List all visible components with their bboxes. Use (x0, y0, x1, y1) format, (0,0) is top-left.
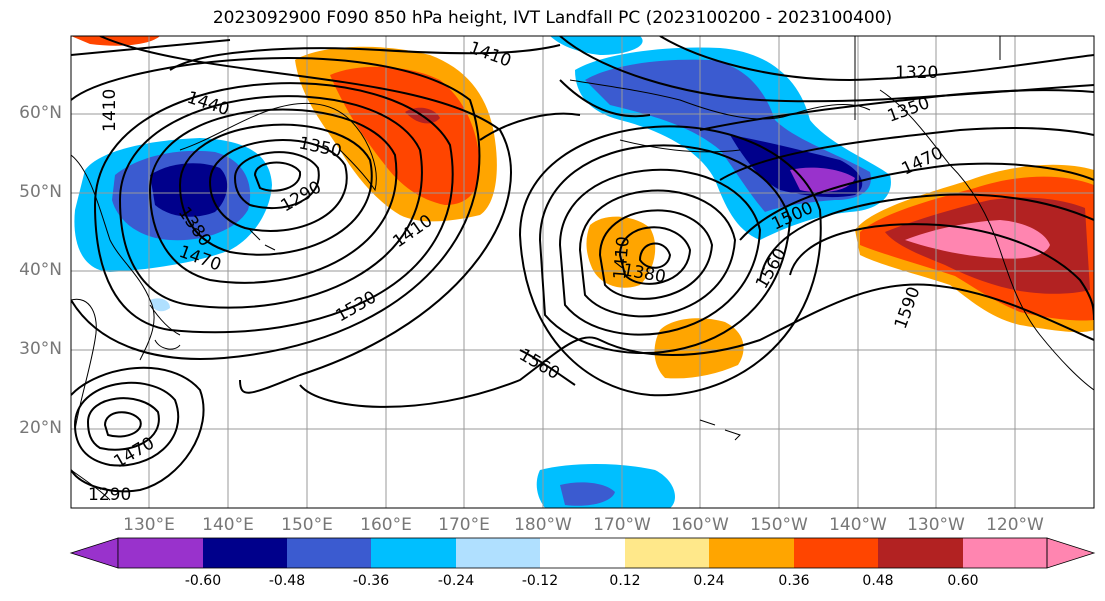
colorbar-segment (878, 538, 963, 568)
colorbar-segment (794, 538, 878, 568)
lat-label: 50°N (19, 182, 62, 202)
lon-label: 180°W (514, 515, 572, 535)
colorbar-extend-high (1046, 537, 1096, 569)
colorbar-tick-label: 0.60 (947, 573, 979, 589)
contour-label: 1410 (100, 89, 120, 132)
lat-label: 40°N (19, 260, 62, 280)
colorbar-segment (709, 538, 794, 568)
contour-label: 1410 (610, 236, 634, 281)
lat-label: 60°N (19, 103, 62, 123)
colorbar-tick-label: -0.60 (184, 573, 222, 589)
contour-label: 1290 (88, 485, 131, 505)
colorbar-tick-label: -0.48 (268, 573, 306, 589)
colorbar-segment (963, 538, 1047, 568)
colorbar-tick-label: -0.24 (437, 573, 475, 589)
colorbar-tick-label: 0.12 (609, 573, 641, 589)
lon-label: 170°E (438, 515, 490, 535)
lon-label: 150°W (750, 515, 808, 535)
lon-label: 130°W (907, 515, 965, 535)
colorbar (69, 537, 1096, 569)
lon-label: 160°E (360, 515, 412, 535)
lon-label: 160°W (671, 515, 729, 535)
colorbar-extend-low (69, 537, 119, 569)
map-frame (70, 35, 1095, 509)
positive-anomaly-northwest (71, 36, 497, 222)
colorbar-tick-label: -0.36 (352, 573, 390, 589)
lat-label: 20°N (19, 418, 62, 438)
colorbar-tick-label: 0.36 (778, 573, 810, 589)
colorbar-segment (118, 538, 203, 568)
colorbar-tick-label: 0.48 (862, 573, 894, 589)
colorbar-tick-label: -0.12 (521, 573, 559, 589)
colorbar-segment (203, 538, 287, 568)
colorbar-segment (371, 538, 456, 568)
lon-label: 150°E (281, 515, 333, 535)
positive-anomaly-northeast (855, 164, 1094, 333)
lon-label: 170°W (593, 515, 651, 535)
lon-label: 130°E (123, 515, 175, 535)
colorbar-segment (456, 538, 540, 568)
lon-label: 120°W (986, 515, 1044, 535)
colorbar-tick-label: 0.24 (693, 573, 725, 589)
colorbar-segment (287, 538, 371, 568)
shading-layer: 1410 1440 1350 1290 1380 1470 1410 1530 … (71, 36, 1094, 508)
lat-label: 30°N (19, 339, 62, 359)
map-title: 2023092900 F090 850 hPa height, IVT Land… (212, 8, 893, 28)
contour-label: 1320 (895, 63, 938, 83)
height-contours (71, 36, 1094, 493)
colorbar-segment (625, 538, 709, 568)
lon-label: 140°E (202, 515, 254, 535)
colorbar-outline (117, 537, 1048, 569)
colorbar-segment (540, 538, 625, 568)
lon-label: 140°W (829, 515, 887, 535)
